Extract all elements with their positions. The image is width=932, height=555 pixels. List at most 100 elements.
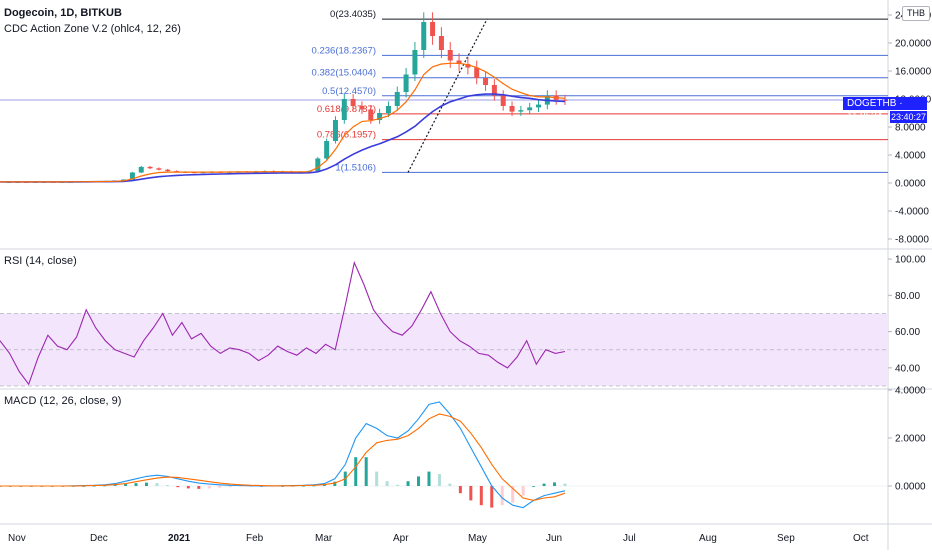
- candle-body: [385, 106, 391, 113]
- macd-histogram-bar: [113, 485, 117, 486]
- macd-histogram-bar: [124, 484, 128, 486]
- candle-body: [332, 120, 338, 141]
- price-tick-label: 20.0000: [895, 39, 932, 50]
- candle-body: [474, 67, 480, 78]
- macd-histogram-bar: [144, 482, 148, 486]
- candle-body: [324, 141, 330, 159]
- rsi-tick-label: 60.00: [895, 327, 920, 338]
- macd-tick-label: 2.0000: [895, 434, 926, 445]
- candle-body: [341, 99, 347, 120]
- price-tick-label: -8.0000: [895, 235, 929, 246]
- macd-histogram-bar: [312, 485, 316, 487]
- macd-histogram-bar: [218, 486, 222, 488]
- macd-histogram-bar: [165, 485, 169, 486]
- macd-histogram-bar: [437, 474, 441, 486]
- macd-histogram-bar: [553, 482, 557, 486]
- macd-histogram-bar: [521, 486, 525, 496]
- macd-histogram-bar: [281, 486, 284, 487]
- last-price-tag: DOGETHB · 11.8524: [843, 97, 927, 122]
- candle-body: [447, 50, 453, 61]
- fast-ema-line: [0, 62, 566, 183]
- macd-histogram-bar: [228, 486, 232, 488]
- macd-histogram-bar: [176, 486, 180, 488]
- slow-ema-line: [0, 93, 566, 183]
- macd-title: MACD (12, 26, close, 9): [4, 395, 122, 407]
- macd-histogram-bar: [92, 485, 96, 487]
- chart-title: Dogecoin, 1D, BITKUB: [4, 7, 122, 19]
- macd-histogram-bar: [82, 486, 86, 487]
- candle-body: [138, 166, 144, 173]
- fib-level-label: 0.786(6.1957): [317, 130, 376, 141]
- candle-body: [465, 64, 471, 68]
- candle-body: [121, 179, 127, 181]
- macd-histogram-bar: [532, 486, 536, 487]
- candle-body: [430, 22, 436, 36]
- currency-badge[interactable]: THB: [902, 6, 930, 21]
- price-tick-label: 16.0000: [895, 67, 932, 78]
- price-tick-label: 8.0000: [895, 123, 926, 134]
- candle-body: [491, 85, 497, 96]
- series-layer: [0, 12, 568, 509]
- candle-body: [500, 95, 506, 106]
- fib-level-label: 0(23.4035): [330, 9, 376, 20]
- macd-histogram-bar: [458, 486, 462, 494]
- axes: 24.000020.000016.000012.00008.00004.0000…: [8, 11, 932, 545]
- time-tick-label: Sep: [777, 533, 795, 544]
- macd-histogram-bar: [186, 486, 190, 489]
- countdown-tag: 23:40:27: [890, 111, 927, 123]
- macd-histogram-bar: [301, 485, 305, 487]
- macd-tick-label: 4.0000: [895, 386, 926, 397]
- price-tick-label: 4.0000: [895, 151, 926, 162]
- candle-body: [536, 104, 542, 108]
- price-tick-label: 0.0000: [895, 179, 926, 190]
- fib-level-label: 0.5(12.4570): [322, 86, 376, 97]
- rsi-title: RSI (14, close): [4, 255, 77, 267]
- candle-body: [350, 99, 356, 106]
- candle-body: [456, 60, 462, 64]
- candle-body: [315, 158, 321, 172]
- price-tick-label: -4.0000: [895, 207, 929, 218]
- candle-body: [394, 92, 400, 106]
- rsi-band: [0, 313, 888, 487]
- rsi-tick-label: 100.00: [895, 255, 926, 266]
- rsi-tick-label: 40.00: [895, 363, 920, 374]
- candle-body: [509, 106, 515, 112]
- macd-histogram-bar: [448, 483, 452, 486]
- macd-histogram-bar: [417, 476, 421, 486]
- indicator-label: CDC Action Zone V.2 (ohlc4, 12, 26): [4, 23, 181, 35]
- signal-line: [0, 413, 566, 501]
- macd-histogram-bar: [479, 486, 483, 506]
- time-tick-label: Mar: [315, 533, 333, 544]
- candle-body: [129, 172, 135, 180]
- candle-body: [518, 110, 524, 112]
- candle-body: [359, 106, 365, 110]
- macd-histogram-bar: [322, 485, 326, 486]
- macd-histogram-bar: [197, 486, 201, 489]
- rsi-line: [0, 260, 566, 386]
- candle-body: [377, 113, 383, 120]
- time-tick-label: Feb: [246, 533, 264, 544]
- time-tick-label: Nov: [8, 533, 26, 544]
- candle-body: [147, 166, 153, 169]
- macd-histogram-bar: [469, 486, 473, 501]
- macd-histogram-bar: [406, 481, 410, 486]
- fib-trend-line: [407, 18, 488, 173]
- candle-body: [368, 109, 374, 120]
- macd-histogram-bar: [563, 483, 567, 486]
- macd-histogram-bar: [155, 483, 159, 486]
- time-tick-label: Apr: [393, 533, 409, 544]
- macd-histogram-bar: [500, 486, 504, 506]
- time-tick-label: Dec: [90, 533, 108, 544]
- macd-histogram-bar: [333, 481, 337, 486]
- macd-tick-label: 0.0000: [895, 482, 926, 493]
- rsi-tick-label: 80.00: [895, 291, 920, 302]
- candle-body: [156, 168, 162, 170]
- candle-body: [412, 50, 418, 75]
- candle-body: [483, 78, 489, 85]
- macd-histogram-bar: [207, 486, 211, 489]
- macd-histogram-bar: [396, 484, 400, 486]
- macd-histogram-bar: [239, 486, 243, 487]
